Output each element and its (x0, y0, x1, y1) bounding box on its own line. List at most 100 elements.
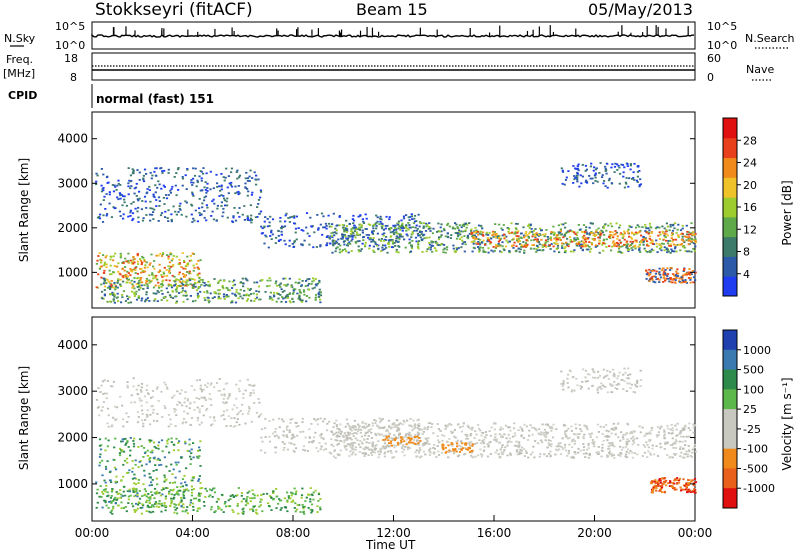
scatter-cell (506, 454, 509, 457)
scatter-cell (678, 440, 681, 443)
scatter-cell (291, 418, 294, 420)
scatter-cell (139, 268, 142, 270)
scatter-cell (579, 247, 583, 249)
scatter-cell (223, 395, 226, 397)
scatter-cell (188, 259, 191, 262)
scatter-cell (170, 218, 173, 221)
scatter-cell (163, 169, 166, 172)
scatter-cell (396, 430, 399, 432)
scatter-cell (272, 294, 276, 297)
scatter-cell (136, 260, 139, 263)
scatter-cell (126, 261, 129, 263)
scatter-cell (268, 284, 271, 287)
scatter-cell (619, 251, 622, 254)
scatter-cell (492, 235, 495, 238)
scatter-cell (592, 169, 595, 172)
scatter-cell (148, 185, 151, 188)
scatter-cell (543, 235, 546, 237)
scatter-cell (144, 451, 147, 454)
scatter-cell (122, 213, 125, 216)
scatter-cell (555, 428, 558, 431)
scatter-cell (169, 489, 172, 491)
scatter-cell (232, 215, 235, 217)
scatter-cell (129, 259, 132, 262)
scatter-cell (198, 492, 201, 495)
scatter-cell (151, 207, 154, 210)
scatter-cell (282, 297, 285, 300)
scatter-cell (181, 177, 185, 180)
scatter-cell (433, 444, 436, 446)
scatter-cell (471, 231, 474, 234)
scatter-cell (309, 487, 312, 489)
scatter-cell (333, 240, 336, 242)
scatter-cell (144, 490, 147, 493)
scatter-cell (455, 246, 458, 249)
scatter-cell (611, 163, 614, 166)
scatter-cell (222, 207, 225, 210)
scatter-cell (317, 500, 320, 502)
scatter-cell (213, 487, 216, 490)
scatter-cell (615, 241, 619, 244)
scatter-cell (148, 484, 151, 487)
scatter-cell (244, 177, 247, 180)
scatter-cell (550, 426, 553, 428)
scatter-cell (565, 231, 568, 234)
scatter-cell (135, 509, 138, 512)
scatter-cell (311, 509, 314, 511)
scatter-cell (192, 283, 195, 286)
scatter-cell (670, 423, 673, 426)
scatter-cell (643, 451, 646, 454)
scatter-cell (350, 250, 353, 252)
scatter-cell (149, 497, 152, 500)
scatter-cell (587, 447, 590, 450)
scatter-cell (572, 456, 575, 459)
scatter-cell (495, 438, 499, 441)
scatter-cell (178, 284, 181, 287)
scatter-cell (160, 299, 163, 301)
scatter-cell (290, 284, 293, 287)
scatter-cell (674, 246, 677, 248)
scatter-cell (582, 237, 585, 240)
scatter-cell (110, 273, 113, 275)
scatter-cell (681, 224, 684, 227)
scatter-cell (306, 232, 309, 235)
scatter-cell (116, 184, 119, 187)
scatter-cell (674, 222, 677, 225)
scatter-cell (155, 254, 158, 257)
scatter-cell (626, 230, 629, 233)
scatter-cell (115, 498, 119, 501)
scatter-cell (274, 451, 277, 454)
scatter-cell (95, 183, 98, 186)
scatter-cell (679, 448, 682, 450)
scatter-cell (381, 246, 384, 249)
scatter-cell (284, 295, 288, 298)
scatter-cell (259, 501, 262, 503)
scatter-cell (501, 245, 504, 248)
scatter-cell (360, 224, 363, 227)
scatter-cell (677, 272, 680, 275)
scatter-cell (643, 435, 646, 437)
scatter-cell (371, 232, 374, 235)
scatter-cell (185, 279, 188, 282)
scatter-cell (243, 205, 246, 207)
scatter-cell (240, 492, 243, 494)
scatter-cell (210, 489, 213, 492)
scatter-cell (126, 461, 129, 464)
scatter-cell (288, 441, 291, 444)
scatter-cell (487, 251, 490, 254)
scatter-cell (121, 204, 124, 207)
scatter-cell (684, 440, 687, 443)
scatter-cell (113, 459, 116, 461)
scatter-cell (426, 248, 429, 250)
scatter-cell (345, 445, 348, 447)
scatter-cell (411, 231, 414, 233)
scatter-cell (345, 219, 348, 222)
scatter-cell (557, 238, 560, 241)
scatter-cell (642, 243, 645, 246)
scatter-cell (577, 224, 580, 226)
scatter-cell (104, 490, 107, 493)
scatter-cell (189, 279, 192, 282)
scatter-cell (222, 176, 225, 178)
scatter-cell (348, 241, 351, 244)
scatter-cell (182, 493, 185, 496)
